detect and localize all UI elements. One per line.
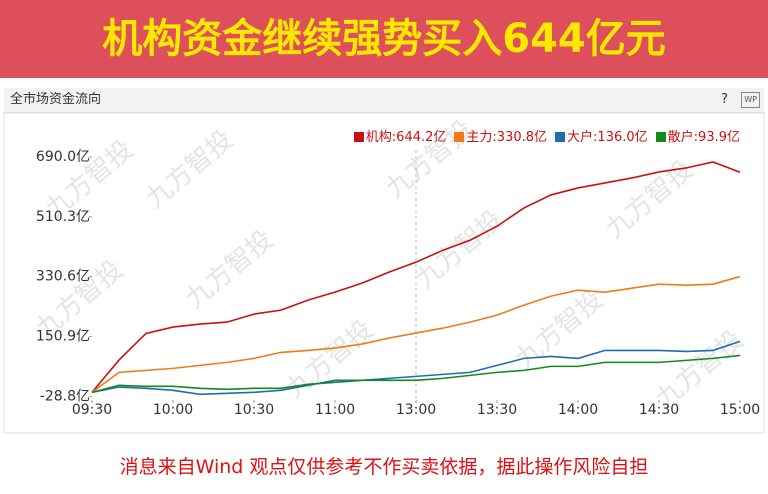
watermark: 九方智投 <box>280 315 379 405</box>
legend: 机构644.2亿 主力330.8亿 大户136.0亿 散户93.9亿 <box>346 126 740 145</box>
y-tick-label: 510.3亿 <box>36 209 90 225</box>
x-tick-label: 13:00 <box>396 402 436 418</box>
legend-value: 330.8亿 <box>492 130 547 145</box>
icon-button[interactable]: WP <box>741 92 760 108</box>
legend-label: 主力 <box>466 130 493 145</box>
x-tick-label: 09:30 <box>72 402 112 418</box>
help-button[interactable]: ? <box>721 92 728 107</box>
legend-value: 644.2亿 <box>392 130 447 145</box>
watermark: 九方智投 <box>410 205 509 295</box>
plot-frame <box>3 112 765 434</box>
x-tick-label: 15:00 <box>720 402 760 418</box>
watermark: 九方智投 <box>140 125 239 215</box>
line-series <box>91 340 741 396</box>
legend-swatch <box>353 132 364 142</box>
legend-label: 机构 <box>365 130 392 145</box>
x-tick-label: 11:00 <box>315 402 355 418</box>
line-series <box>91 275 741 393</box>
legend-swatch <box>655 132 666 142</box>
watermark: 九方智投 <box>510 285 609 375</box>
legend-swatch <box>555 132 566 142</box>
y-tick-label: -28.8亿 <box>40 388 90 404</box>
x-tick-label: 10:30 <box>234 402 274 418</box>
y-tick-label: 330.6亿 <box>36 269 90 285</box>
panel-title: 全市场资金流向 <box>10 92 102 107</box>
legend-value: 93.9亿 <box>694 130 740 145</box>
x-tick-label: 14:00 <box>558 402 598 418</box>
line-series <box>91 354 741 394</box>
line-series <box>91 161 741 393</box>
legend-label: 大户 <box>567 130 594 145</box>
legend-swatch <box>454 132 465 142</box>
footer-note: 消息来自Wind 观点仅供参考不作买卖依据，据此操作风险自担 <box>119 456 649 478</box>
y-tick-label: 150.9亿 <box>36 328 90 344</box>
x-tick-label: 13:30 <box>477 402 517 418</box>
watermark: 九方智投 <box>180 225 279 315</box>
legend-label: 散户 <box>667 130 694 145</box>
banner-title: 机构资金继续强势买入644亿元 <box>0 0 768 78</box>
x-tick-label: 14:30 <box>639 402 679 418</box>
y-tick-label: 690.0亿 <box>36 149 90 165</box>
x-tick-label: 10:00 <box>153 402 193 418</box>
panel-header: 全市场资金流向 ? WP <box>4 88 764 113</box>
legend-value: 136.0亿 <box>593 130 648 145</box>
